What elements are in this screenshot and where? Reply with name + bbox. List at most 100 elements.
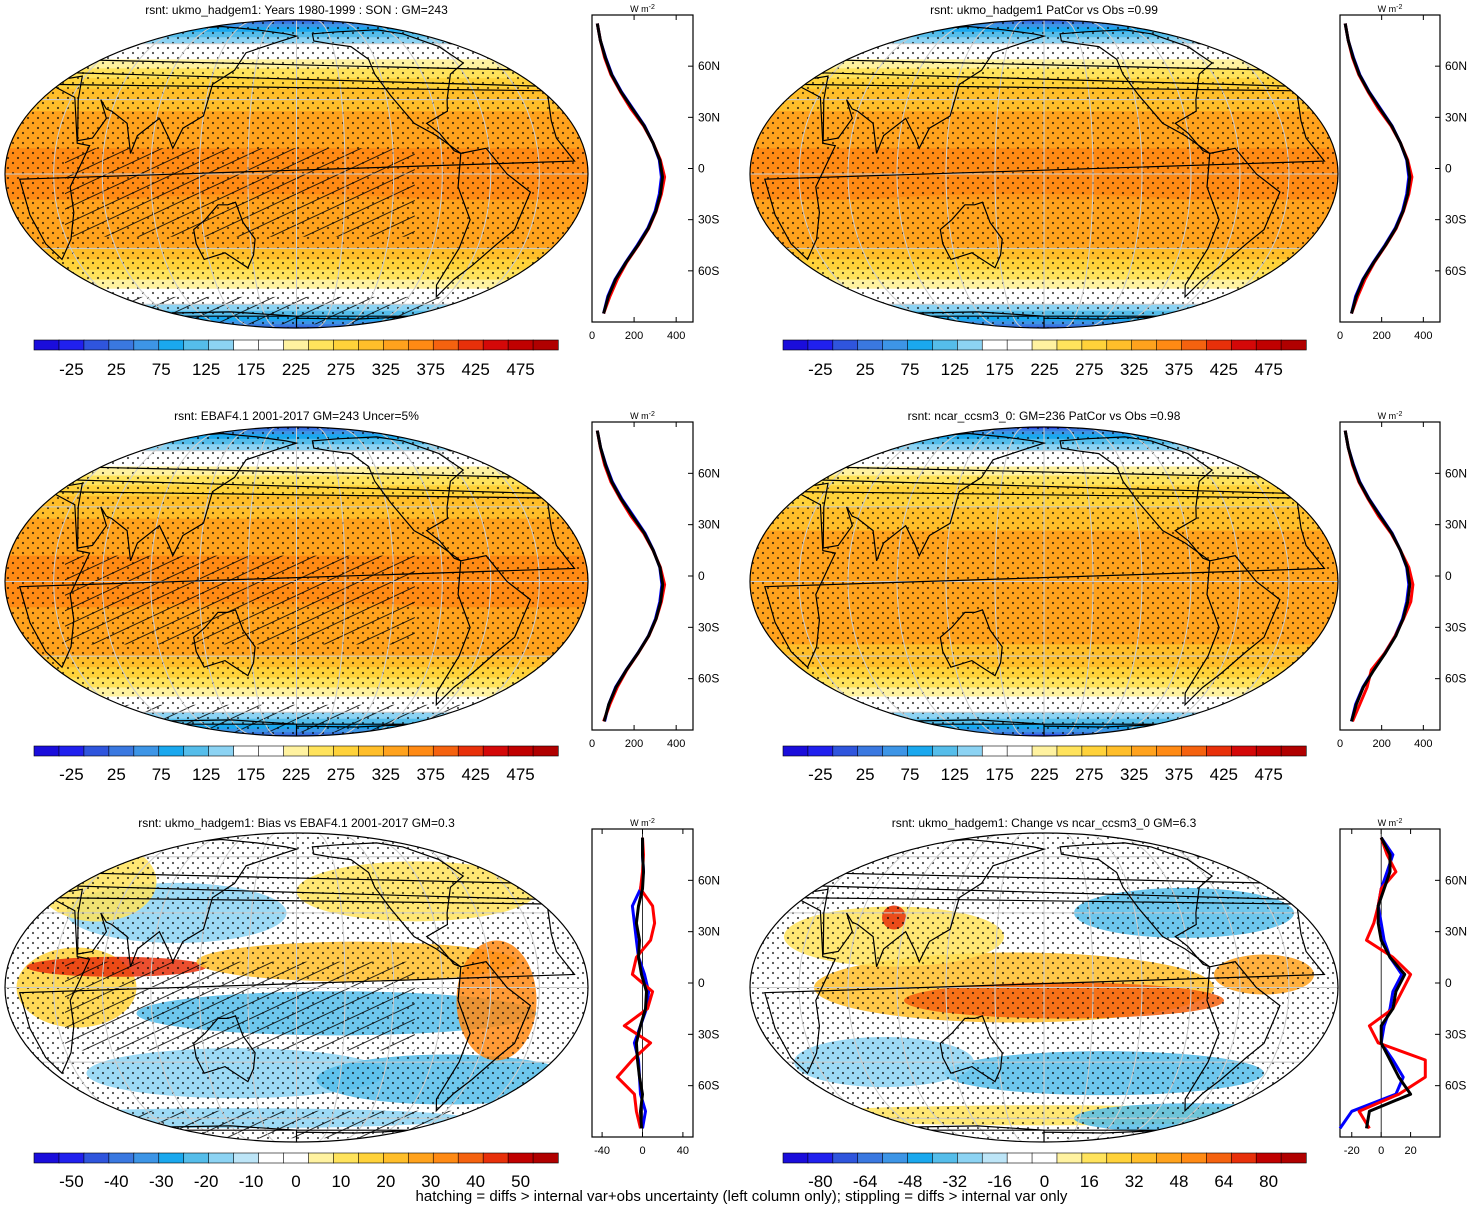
coastline-south-america (1184, 555, 1281, 707)
colorbar-tick-label: 0 (291, 1172, 300, 1188)
colorbar-swatch (58, 339, 85, 351)
graticule-meridian (896, 427, 982, 736)
x-tick-label: -40 (594, 1145, 610, 1157)
colorbar-swatch (532, 1152, 559, 1164)
colorbar-swatch (932, 1152, 958, 1164)
graticule-meridian (247, 20, 277, 328)
zonal-mean-profile: 60N 30N 0 30S 60S -40 0 40 W m-2 (591, 818, 720, 1157)
colorbar-tick-label: 425 (461, 765, 489, 784)
colorbar-swatch (1206, 745, 1232, 757)
map-panel-1 (749, 19, 1339, 329)
lat-tick-label: 0 (698, 162, 705, 176)
graticule-meridian (1085, 20, 1143, 328)
x-tick-label: 200 (1372, 738, 1390, 750)
graticule-meridian (1085, 427, 1143, 736)
colorbar-tick-label: 475 (1254, 360, 1282, 379)
colorbar-swatch (507, 745, 534, 757)
colorbar-tick-label: 40 (466, 1172, 485, 1188)
profile-unit-label: W m-2 (1378, 818, 1403, 828)
colorbar-swatch (957, 339, 983, 351)
x-tick-label: 0 (589, 330, 595, 342)
colorbar-tick-label: 16 (1080, 1172, 1099, 1188)
x-tick-label: 400 (1414, 738, 1432, 750)
colorbar-swatch (857, 1152, 884, 1164)
colorbar-tick-label: 375 (417, 360, 445, 379)
map-border (4, 19, 589, 329)
map-border (4, 426, 589, 737)
colorbar-swatch (133, 339, 160, 351)
colorbar-swatch (532, 745, 559, 757)
colorbar-swatch (258, 1152, 285, 1164)
colorbar-swatch (407, 745, 434, 757)
colorbar-tick-label: 175 (237, 360, 265, 379)
zonal-mean-profile: 60N 30N 0 30S 60S 0 200 400 W m-2 (589, 4, 720, 342)
unit-superscript: -2 (649, 818, 655, 825)
colorbar-swatch (158, 1152, 185, 1164)
colorbar-swatch (507, 339, 534, 351)
x-tick-label: 200 (1372, 330, 1390, 342)
colorbar-tick-label: 64 (1214, 1172, 1233, 1188)
colorbar-tick-label: 475 (506, 360, 534, 379)
colorbar-swatch (83, 745, 110, 757)
coastline-south-america (1184, 961, 1281, 1113)
colorbar-tick-label: 175 (985, 360, 1013, 379)
lat-tick-label: 60N (1445, 873, 1467, 887)
unit-superscript: -2 (1396, 411, 1402, 418)
x-tick-label: 0 (1337, 738, 1343, 750)
colorbar-tick-label: 375 (1165, 360, 1193, 379)
colorbar-swatch (333, 745, 359, 757)
colorbar-tick-label: 48 (1170, 1172, 1189, 1188)
colorbar-swatch (1131, 745, 1158, 757)
colorbar-swatch (857, 745, 884, 757)
colorbar-swatch (1230, 745, 1257, 757)
graticule-meridian (247, 833, 277, 1142)
graticule-meridian (150, 427, 235, 736)
colorbar-swatch (782, 1152, 809, 1164)
graticule-meridian (847, 833, 961, 1142)
colorbar-swatch (283, 745, 310, 757)
lat-tick-label: 60N (1445, 466, 1467, 480)
colorbar-swatch (507, 1152, 534, 1164)
colorbar-swatch (358, 1152, 384, 1164)
colorbar-tick-label: 475 (1254, 765, 1282, 784)
coastline-africa (18, 491, 576, 669)
lat-tick-label: 30S (1445, 620, 1466, 634)
colorbar-swatch (957, 1152, 983, 1164)
graticule-meridian (358, 833, 443, 1142)
panel-title: rsnt: ukmo_hadgem1: Years 1980-1999 : SO… (145, 3, 448, 17)
colorbar-swatch (208, 1152, 235, 1164)
coastline-africa (764, 897, 1326, 1075)
colorbar-swatch (33, 339, 60, 351)
graticule-meridian (379, 20, 492, 328)
panel-title: rsnt: ukmo_hadgem1 PatCor vs Obs =0.99 (930, 3, 1158, 17)
colorbar-tick-label: -50 (59, 1172, 84, 1188)
panel-title: rsnt: ukmo_hadgem1: Change vs ncar_ccsm3… (892, 816, 1197, 830)
colorbar-tick-label: 475 (506, 765, 534, 784)
map-border (4, 832, 589, 1143)
map-panel-0 (4, 19, 589, 329)
colorbar-tick-label: 425 (1210, 765, 1238, 784)
lat-tick-label: 0 (1445, 162, 1452, 176)
colorbar-swatch (1106, 745, 1133, 757)
graticule-meridian (337, 20, 395, 328)
colorbar-swatch (807, 745, 834, 757)
colorbar-swatch (907, 1152, 934, 1164)
colorbar-tick-label: 20 (376, 1172, 395, 1188)
colorbar-swatch (832, 1152, 859, 1164)
colorbar-swatch (1206, 339, 1232, 351)
colorbar-swatch (981, 745, 1008, 757)
map-border (749, 19, 1339, 329)
colorbar-swatch (1131, 339, 1158, 351)
colorbar-tick-label: 225 (1030, 765, 1058, 784)
graticule-meridian (1085, 833, 1143, 1142)
coastline-north-america (311, 842, 465, 968)
colorbar-swatch (1206, 1152, 1232, 1164)
colorbar-swatch (1156, 745, 1183, 757)
colorbar-swatch (158, 339, 185, 351)
zonal-mean-profile: 60N 30N 0 30S 60S 0 200 400 W m-2 (1337, 411, 1467, 750)
colorbar-swatch (183, 1152, 210, 1164)
colorbar-swatch (33, 745, 60, 757)
colorbar-swatch (258, 339, 285, 351)
colorbar-tick-label: -25 (808, 765, 833, 784)
colorbar-tick-label: 125 (192, 360, 220, 379)
